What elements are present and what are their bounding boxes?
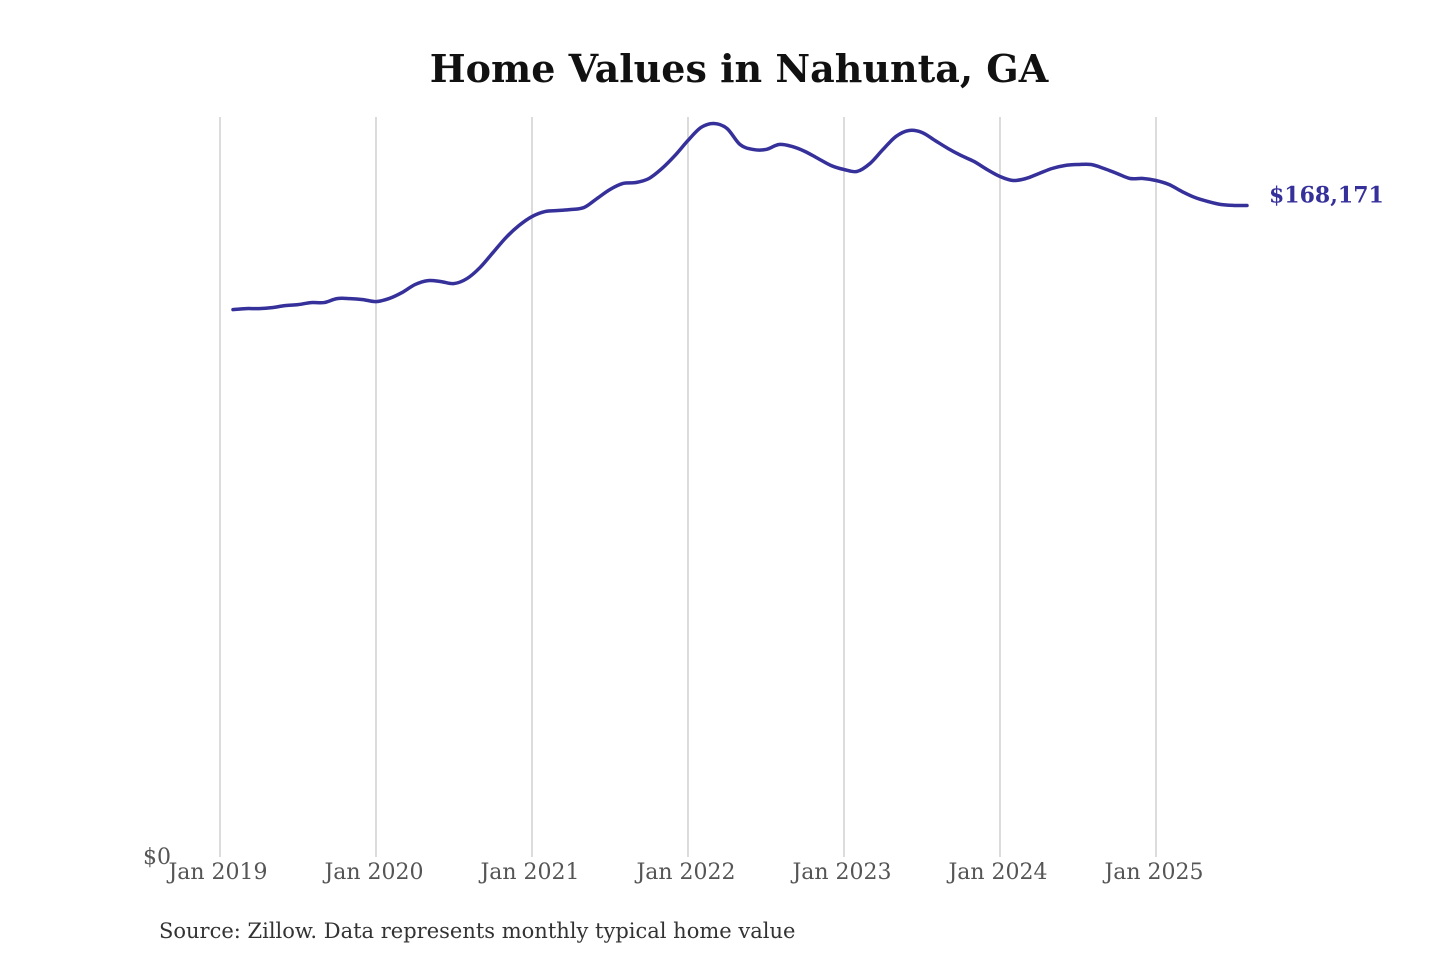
x-tick-label: Jan 2020	[322, 860, 423, 885]
x-tick-label: Jan 2023	[790, 860, 891, 885]
x-tick-label: Jan 2022	[634, 860, 735, 885]
x-tick-label: Jan 2025	[1102, 860, 1203, 885]
chart-title: Home Values in Nahunta, GA	[430, 46, 1049, 91]
x-axis-ticks: Jan 2019 Jan 2020 Jan 2021 Jan 2022 Jan 2023…	[166, 860, 1203, 885]
gridlines	[219, 117, 1157, 857]
x-tick-label: Jan 2019	[166, 860, 267, 885]
series-line	[231, 121, 1249, 312]
x-tick-label: Jan 2021	[478, 860, 579, 885]
y-tick-label-0: $0	[143, 845, 171, 870]
end-value-label: $168,171	[1269, 182, 1384, 208]
source-note: Source: Zillow. Data represents monthly …	[159, 919, 795, 943]
x-tick-label: Jan 2024	[946, 860, 1047, 885]
